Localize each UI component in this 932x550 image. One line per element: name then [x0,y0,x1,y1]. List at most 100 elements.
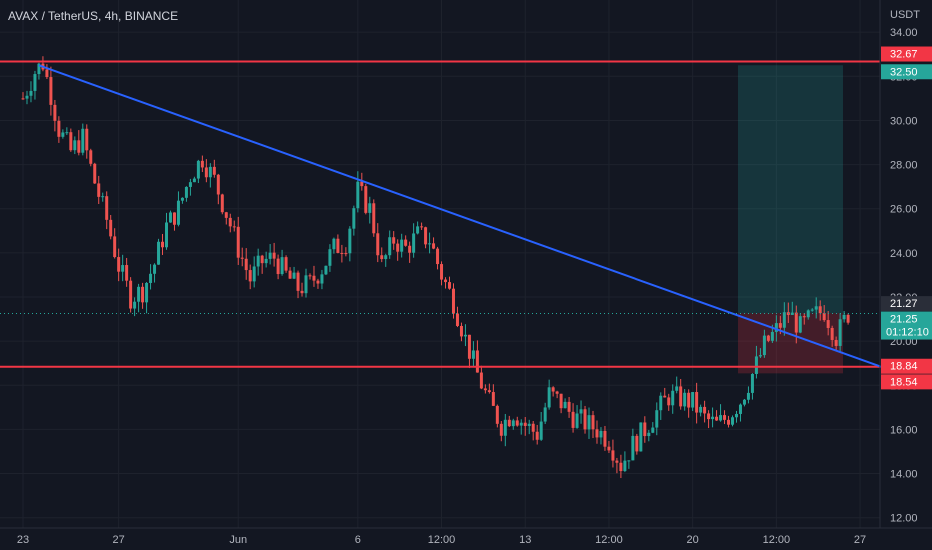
candles [21,56,850,479]
candle-body [304,275,308,294]
time-tick-label: 27 [854,534,866,546]
candle-body [846,314,850,323]
candle-body [256,255,260,267]
candle-body [300,290,304,294]
candle-body [316,280,320,284]
candle-body [599,430,603,438]
candle-body [228,217,232,227]
candle-body [69,132,73,151]
candle-body [822,313,826,321]
candle-body [603,430,607,447]
candle-body [212,166,216,175]
candle-body [503,419,507,436]
candle-body [687,392,691,408]
candle-body [89,150,93,164]
candle-body [563,401,567,409]
candle-body [515,420,519,426]
candle-body [723,415,727,420]
candle-body [180,197,184,201]
candle-body [153,264,157,274]
candle-body [798,316,802,333]
candle-body [101,196,105,198]
candle-body [679,386,683,407]
candle-body [37,63,41,75]
candle-body [448,282,452,289]
candle-body [523,422,527,426]
candle-body [396,243,400,252]
price-label-text: 18.84 [890,361,918,373]
candle-body [495,405,499,424]
candle-body [651,427,655,433]
candle-body [208,166,212,178]
candle-body [220,194,224,213]
symbol-header[interactable]: AVAX / TetherUS, 4h, BINANCE [8,9,179,23]
candle-body [312,275,316,281]
candle-body [707,413,711,420]
candle-body [742,399,746,405]
candle-body [328,249,332,266]
candle-body [455,313,459,326]
candle-body [145,282,149,303]
candle-body [372,203,376,234]
candle-body [248,270,252,282]
candle-body [404,239,408,246]
candle-body [619,462,623,472]
candle-body [61,132,65,137]
candle-body [499,423,503,436]
price-label-box [881,296,932,312]
candle-body [164,222,168,248]
candle-body [527,423,531,426]
candle-body [507,419,511,427]
candle-body [157,241,161,265]
candle-body [117,257,121,272]
candle-body [567,401,571,412]
candle-body [571,411,575,428]
candle-body [392,237,396,244]
candle-body [519,422,523,426]
candle-body [758,355,762,357]
candle-body [356,181,360,209]
candle-body [607,446,611,451]
candle-body [188,182,192,187]
candle-body [727,419,731,425]
candle-body [204,167,208,178]
candle-body [475,350,479,373]
time-tick-label: Jun [229,534,247,546]
candle-body [176,200,180,225]
candle-body [216,174,220,195]
candle-body [719,415,723,421]
candle-body [236,226,240,258]
candle-body [559,393,563,409]
candle-body [479,372,483,389]
candle-body [360,181,364,187]
candle-body [376,233,380,256]
price-tick-label: 24.00 [890,248,918,260]
candle-body [543,407,547,422]
candle-body [631,435,635,461]
candle-body [695,392,699,413]
candle-body [750,373,754,393]
candle-body [232,226,236,228]
candle-body [830,327,834,340]
drawing-lines[interactable] [0,60,897,373]
time-tick-label: 12:00 [428,534,456,546]
candle-body [451,288,455,314]
candle-body [364,186,368,213]
candle-body [551,387,555,392]
price-tick-label: 16.00 [890,424,918,436]
candle-body [344,253,348,255]
candle-body [838,319,842,346]
candle-body [168,212,172,223]
candle-body [308,275,312,277]
candle-body [97,183,101,197]
candle-body [252,266,256,282]
candle-body [535,431,539,440]
candle-body [583,409,587,430]
candle-body [113,236,117,258]
candle-body [280,257,284,275]
candle-body [511,420,515,427]
candle-body [412,233,416,253]
candle-body [591,415,595,430]
